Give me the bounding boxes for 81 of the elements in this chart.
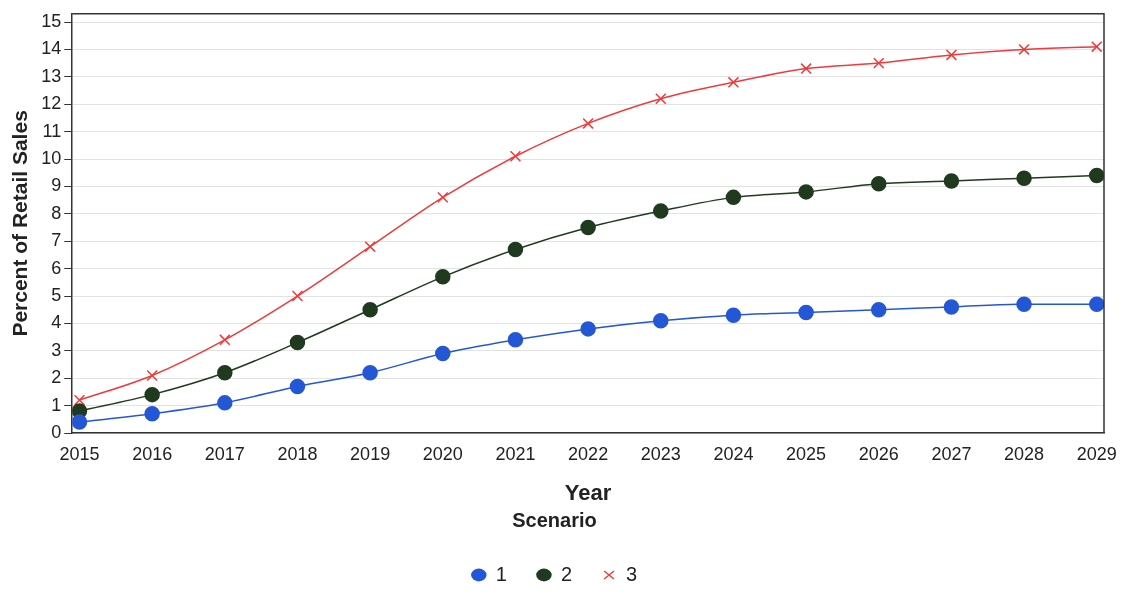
y-tick-label: 3 (51, 339, 62, 360)
x-tick-label: 2029 (1076, 443, 1117, 464)
point (364, 240, 376, 253)
y-tick-label: 2 (51, 367, 62, 388)
point (435, 345, 451, 362)
y-tick-label: 4 (51, 312, 62, 333)
y-tick-label: 9 (51, 175, 62, 196)
x-tick-label: 2022 (568, 443, 609, 464)
x-axis-title: Year (564, 479, 612, 505)
legend-label: 1 (495, 562, 507, 585)
point (435, 269, 451, 285)
point (219, 334, 231, 346)
legend-title: Scenario (512, 508, 597, 531)
point (1018, 43, 1030, 56)
point (871, 175, 887, 192)
x-tick-label: 2020 (422, 443, 463, 464)
y-tick-label: 7 (51, 230, 62, 251)
point (653, 203, 669, 219)
point (437, 191, 449, 204)
point (727, 76, 740, 88)
y-tick-label: 12 (41, 93, 62, 114)
y-tick-label: 1 (51, 394, 62, 415)
point (945, 49, 958, 61)
point (653, 312, 669, 329)
x-tick-label: 2023 (640, 443, 681, 464)
point (291, 290, 304, 302)
y-tick-label: 13 (41, 65, 62, 86)
x-tick-label: 2028 (1004, 443, 1045, 464)
point (217, 364, 233, 381)
point (943, 299, 960, 315)
point (362, 301, 378, 318)
point (362, 364, 378, 381)
point (655, 93, 667, 105)
y-tick-label: 6 (51, 257, 62, 278)
point (144, 386, 160, 403)
y-tick-label: 14 (41, 38, 62, 59)
point (798, 304, 814, 321)
x-tick-label: 2027 (931, 443, 972, 464)
y-axis-title: Percent of Retail Sales (8, 110, 32, 337)
x-tick-label: 2017 (204, 443, 245, 464)
point (1016, 296, 1032, 312)
y-tick-label: 0 (51, 421, 62, 442)
y-tick-label: 15 (41, 10, 62, 31)
point (580, 219, 596, 236)
point (725, 307, 742, 323)
y-tick-label: 11 (42, 120, 62, 141)
point (72, 414, 88, 430)
point (146, 369, 158, 382)
point (509, 150, 522, 162)
point (582, 117, 594, 130)
point (289, 334, 306, 351)
legend-label: 3 (626, 562, 638, 585)
point (217, 395, 233, 411)
x-tick-label: 2026 (858, 443, 899, 464)
point (873, 57, 885, 69)
x-tick-label: 2024 (713, 443, 754, 464)
point (871, 301, 887, 318)
point (1091, 40, 1103, 53)
point (800, 62, 812, 75)
point (580, 321, 596, 337)
y-tick-label: 10 (41, 147, 62, 168)
point (1088, 167, 1104, 184)
point (725, 189, 742, 206)
x-tick-label: 2015 (59, 443, 100, 464)
x-tick-label: 2021 (495, 443, 536, 464)
point (943, 173, 960, 189)
x-tick-label: 2025 (786, 443, 827, 464)
point (73, 394, 86, 406)
point (507, 332, 524, 348)
x-tick-label: 2018 (277, 443, 318, 464)
point (1016, 170, 1032, 186)
point (289, 378, 306, 395)
x-tick-label: 2016 (132, 443, 173, 464)
point (507, 241, 524, 258)
point (1088, 296, 1104, 312)
x-tick-label: 2019 (350, 443, 391, 464)
legend-label: 2 (560, 562, 573, 585)
point (144, 406, 160, 422)
point (798, 184, 814, 200)
y-tick-label: 8 (51, 202, 62, 223)
y-tick-label: 5 (51, 284, 62, 305)
